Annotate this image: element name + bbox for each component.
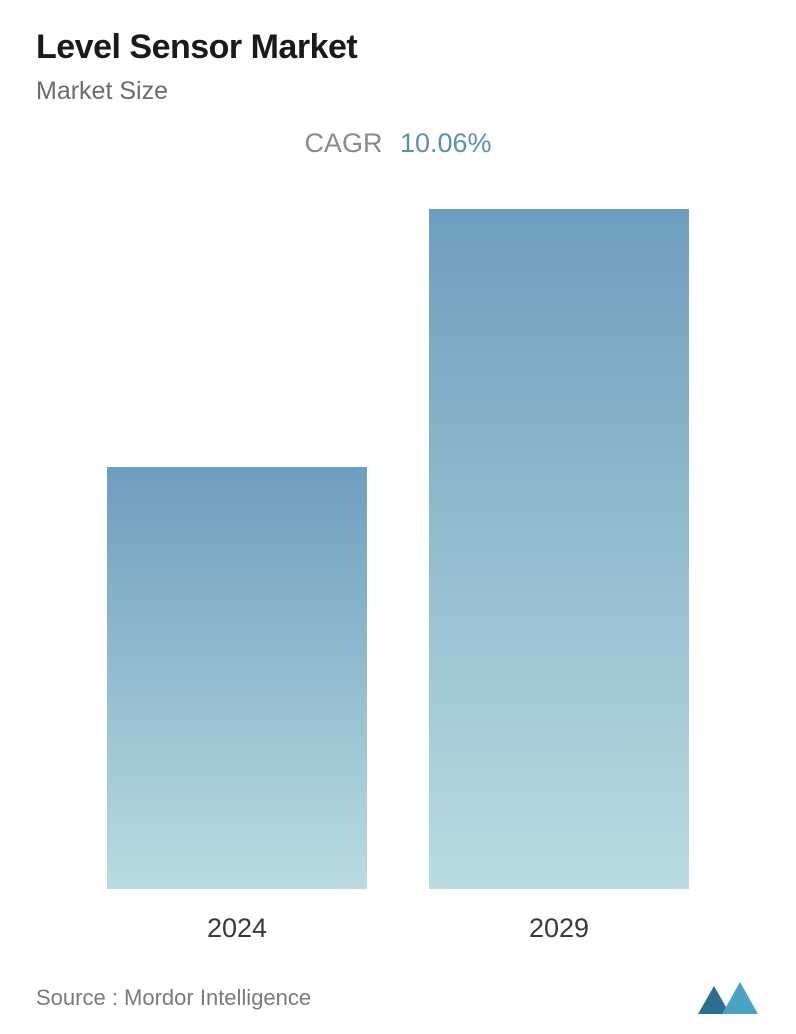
bar-2024: [107, 467, 367, 889]
bar-group-2029: 2029: [429, 209, 689, 944]
bar-label-2024: 2024: [207, 913, 267, 944]
cagr-value: 10.06%: [400, 128, 492, 158]
brand-logo-icon: [696, 980, 760, 1016]
cagr-label: CAGR: [304, 128, 382, 158]
bars-wrap: 2024 2029: [36, 264, 760, 944]
footer: Source : Mordor Intelligence: [36, 980, 760, 1016]
source-text: Source : Mordor Intelligence: [36, 985, 311, 1011]
chart-area: 2024 2029: [36, 199, 760, 1014]
chart-title: Level Sensor Market: [36, 28, 760, 67]
bar-label-2029: 2029: [529, 913, 589, 944]
chart-subtitle: Market Size: [36, 77, 760, 106]
bar-group-2024: 2024: [107, 467, 367, 944]
cagr-row: CAGR 10.06%: [36, 128, 760, 159]
bar-2029: [429, 209, 689, 889]
